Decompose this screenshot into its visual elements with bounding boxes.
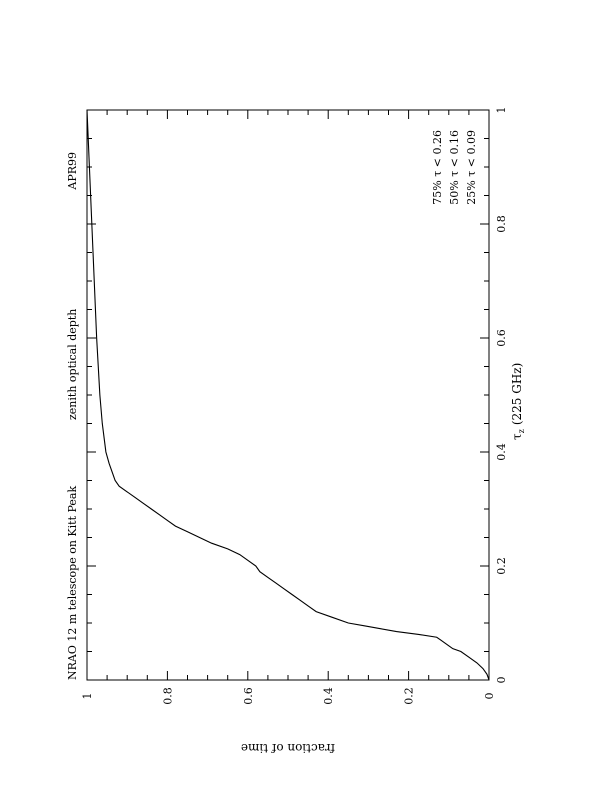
y-tick-label: 0 — [483, 693, 496, 700]
stat-75: 75% τ < 0.26 — [431, 130, 444, 205]
series-line-0 — [86, 109, 490, 681]
y-axis-label: fraction of time — [241, 741, 335, 755]
y-tick-label: 0.8 — [161, 687, 174, 705]
svg-text:τz(225 GHz): τz (225 GHz) — [510, 363, 526, 440]
x-tick-label: 1 — [495, 107, 508, 114]
ticks-group — [86, 109, 490, 681]
x-axis-label-symbol: τ — [510, 433, 524, 440]
y-tick-label: 0.4 — [322, 687, 335, 705]
x-tick-label: 0.8 — [495, 215, 508, 233]
x-axis-label: τz (225 GHz) — [510, 363, 526, 440]
x-axis-label-suffix: (225 GHz) — [510, 363, 524, 425]
x-tick-label: 0.4 — [495, 443, 508, 461]
curve-group — [86, 109, 490, 681]
y-tick-label: 0.2 — [403, 687, 416, 705]
stat-25: 25% τ < 0.09 — [465, 130, 478, 205]
y-tick-label: 0.6 — [242, 687, 255, 705]
plot-frame-group — [86, 109, 490, 681]
x-axis-label-subscript: z — [517, 429, 526, 433]
tick-labels-group: 0 0.2 0.4 0.6 0.8 1 0 0.2 0.4 0.6 0.8 1 — [81, 107, 508, 705]
x-tick-label: 0.2 — [495, 557, 508, 575]
stat-50: 50% τ < 0.16 — [448, 130, 461, 205]
y-tick-label: 1 — [81, 693, 94, 700]
x-tick-label: 0.6 — [495, 329, 508, 347]
chart-subtitle: zenith optical depth — [66, 309, 79, 420]
plot-frame — [86, 109, 490, 681]
chart-title: NRAO 12 m telescope on Kitt Peak — [66, 486, 79, 680]
x-tick-label: 0 — [495, 677, 508, 684]
period-label: APR99 — [66, 152, 79, 191]
